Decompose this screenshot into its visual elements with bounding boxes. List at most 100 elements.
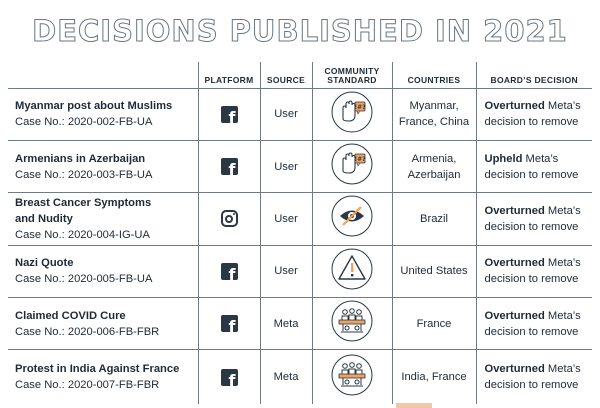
header-standard-line2: STANDARD [327,74,377,85]
case-title-line1: Nazi Quote [15,257,74,270]
case-title-line1: Myanmar post about Muslims [15,100,173,113]
case-title-line1: Claimed COVID Cure [15,309,126,322]
case-number: Case No.: 2020-005-FB-UA [15,273,153,286]
platform-cell: f [197,244,261,299]
case-cell: Protest in India Against France Case No.:… [8,349,199,404]
community-standard-cell: !#? [311,139,393,194]
decision-detail: decision to remove [484,273,579,286]
countries-cell: Armenia, Azerbaijan [391,139,477,194]
decision-subject: Meta’s [544,204,581,217]
header-decision: BOARD’S DECISION [475,62,592,89]
decision-outcome: Upheld [484,152,523,165]
header-case [8,62,199,89]
case-title-line1: Protest in India Against France [15,363,180,376]
violence-incitement-icon [331,300,373,347]
source-cell: User [259,139,313,194]
countries-line2: France, China [398,116,470,129]
header-standard-line1: COMMUNITY [324,65,380,76]
decisions-table: PLATFORM SOURCE COMMUNITY STANDARD COUNT… [8,62,592,404]
table-row: Armenians in Azerbaijan Case No.: 2020-00… [8,139,592,194]
page-title: DECISIONS PUBLISHED IN 2021 [32,14,568,49]
header-platform: PLATFORM [197,62,261,89]
facebook-icon: f [220,262,238,280]
table-row: Protest in India Against France Case No.:… [8,349,592,404]
decision-cell: Overturned Meta’s decision to remove [475,244,592,299]
hate-speech-icon: !#? [331,91,373,138]
countries-line1: France [416,317,452,330]
svg-text:!#?: !#? [354,156,366,163]
countries-cell: Myanmar, France, China [391,87,477,141]
decision-detail: decision to remove [484,325,579,338]
decision-subject: Meta’s [544,257,581,270]
community-standard-cell [311,297,393,351]
case-title: Nazi Quote [15,255,198,271]
countries-cell: France [391,297,477,351]
source-cell: Meta [259,297,313,351]
source-cell: Meta [259,349,313,404]
header-community-standard: COMMUNITY STANDARD [311,62,393,89]
decision-cell: Upheld Meta’s decision to remove [475,139,592,194]
case-cell: Claimed COVID Cure Case No.: 2020-006-FB-… [8,297,199,351]
platform-cell: f [197,349,261,404]
case-title-line2: and Nudity [15,212,73,225]
decision-detail: decision to remove [484,168,579,181]
community-standard-cell [311,349,393,404]
case-title-line1: Armenians in Azerbaijan [15,152,146,165]
decision-cell: Overturned Meta’s decision to remove [475,297,592,351]
case-title: Armenians in Azerbaijan [15,151,198,167]
case-title: Protest in India Against France [15,361,198,377]
source-cell: User [259,192,313,246]
case-title: Claimed COVID Cure [15,308,198,324]
case-cell: Armenians in Azerbaijan Case No.: 2020-00… [8,139,199,194]
instagram-icon [220,210,238,228]
countries-line1: Myanmar, [409,100,459,113]
case-number: Case No.: 2020-003-FB-UA [15,168,153,181]
header-countries: COUNTRIES [391,62,477,89]
header-source: SOURCE [259,62,313,89]
hate-speech-icon: !#? [331,143,373,190]
decision-cell: Overturned Meta’s decision to remove [475,349,592,404]
decision-outcome: Overturned [484,100,545,113]
case-cell: Myanmar post about Muslims Case No.: 2020… [8,87,199,141]
source-cell: User [259,87,313,141]
community-standard-cell: !#? [311,87,393,141]
countries-line1: India, France [401,371,467,384]
decision-detail: decision to remove [484,220,579,233]
decision-outcome: Overturned [484,204,545,217]
decision-subject: Meta’s [544,100,581,113]
svg-text:!#?: !#? [354,104,366,111]
platform-cell: f [197,87,261,141]
table-row: Myanmar post about Muslims Case No.: 2020… [8,87,592,141]
countries-line1: Armenia, [411,152,457,165]
nudity-icon [331,195,373,242]
table-row: Nazi Quote Case No.: 2020-005-FB-UA f User U… [8,244,592,299]
footer-accent-bar [396,403,432,408]
facebook-icon: f [220,105,238,123]
dangerous-organizations-icon [331,248,373,295]
decision-outcome: Overturned [484,257,545,270]
case-cell: Breast Cancer Symptoms and Nudity Case No.… [8,192,199,246]
countries-cell: India, France [391,349,477,404]
countries-line2: Azerbaijan [407,168,461,181]
countries-line1: United States [400,265,468,278]
countries-line1: Brazil [420,212,448,225]
decision-subject: Meta’s [544,309,581,322]
table-header-row: PLATFORM SOURCE COMMUNITY STANDARD COUNT… [8,62,592,89]
facebook-icon: f [220,158,238,176]
decision-cell: Overturned Meta’s decision to remove [475,87,592,141]
table-row: Breast Cancer Symptoms and Nudity Case No.… [8,192,592,246]
decision-subject: Meta’s [522,152,559,165]
table-row: Claimed COVID Cure Case No.: 2020-006-FB-… [8,297,592,351]
case-title: Breast Cancer Symptoms and Nudity [15,195,198,227]
violence-incitement-icon [331,354,373,401]
decision-detail: decision to remove [484,116,579,129]
case-cell: Nazi Quote Case No.: 2020-005-FB-UA [8,244,199,299]
case-number: Case No.: 2020-002-FB-UA [15,116,153,129]
case-number: Case No.: 2020-006-FB-FBR [15,325,160,338]
decision-cell: Overturned Meta’s decision to remove [475,192,592,246]
platform-cell [197,192,261,246]
community-standard-cell [311,192,393,246]
source-cell: User [259,244,313,299]
platform-cell: f [197,297,261,351]
case-title: Myanmar post about Muslims [15,98,198,114]
